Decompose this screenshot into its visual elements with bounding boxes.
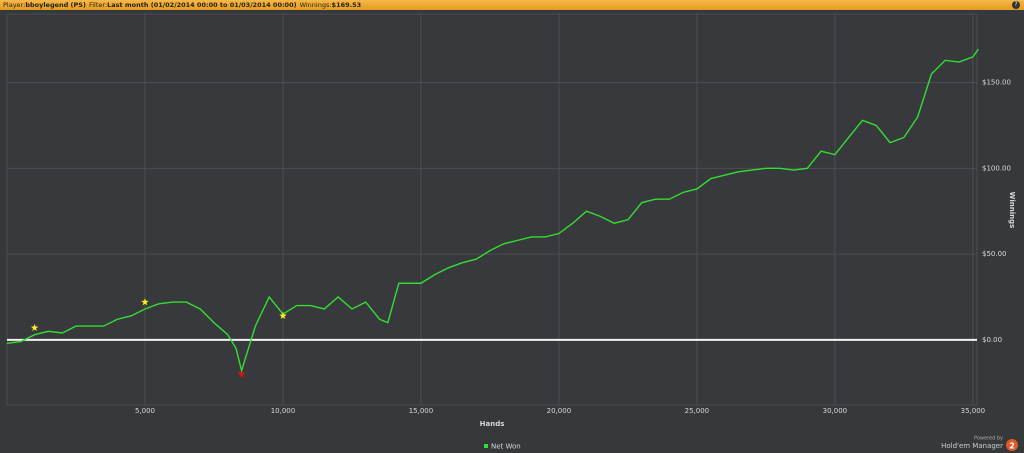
brand-version: 2	[1009, 442, 1015, 451]
winnings-label: Winnings:	[299, 1, 332, 9]
y-tick-label: $0.00	[982, 336, 1002, 344]
legend-label: Net Won	[491, 443, 521, 451]
header: Player:bboylegend (PS) Filter:Last month …	[0, 0, 1024, 10]
x-tick-label: 35,000	[961, 407, 986, 415]
marker	[279, 311, 287, 320]
x-tick-label: 10,000	[271, 407, 296, 415]
legend-swatch	[484, 444, 488, 448]
data-line	[6, 48, 979, 374]
help-button[interactable]: ?	[1012, 1, 1020, 9]
player: bboylegend (PS)	[25, 1, 86, 9]
x-tick-label: 15,000	[409, 407, 434, 415]
plot-area	[6, 13, 978, 406]
brand-badge	[1006, 439, 1018, 451]
y-tick-label: $150.00	[982, 79, 1011, 87]
brand: Hold'em Manager	[941, 442, 1003, 450]
x-tick-label: 20,000	[547, 407, 572, 415]
powered-by: Powered by	[974, 436, 1003, 442]
x-axis-title: Hands	[480, 420, 505, 428]
y-tick-label: $100.00	[982, 164, 1011, 172]
x-tick-label: 5,000	[135, 407, 155, 415]
x-tick-label: 25,000	[685, 407, 710, 415]
marker	[30, 323, 39, 332]
y-tick-label: $50.00	[982, 250, 1007, 258]
x-tick-label: 30,000	[823, 407, 848, 415]
player-label: Player:	[3, 1, 26, 9]
marker	[141, 298, 149, 306]
filter: Last month (01/02/2014 00:00 to 01/03/20…	[107, 1, 297, 9]
filter-label: Filter:	[88, 1, 108, 9]
marker	[238, 372, 246, 379]
y-axis-title: Winnings	[1008, 192, 1016, 229]
winnings: $169.53	[331, 1, 362, 9]
